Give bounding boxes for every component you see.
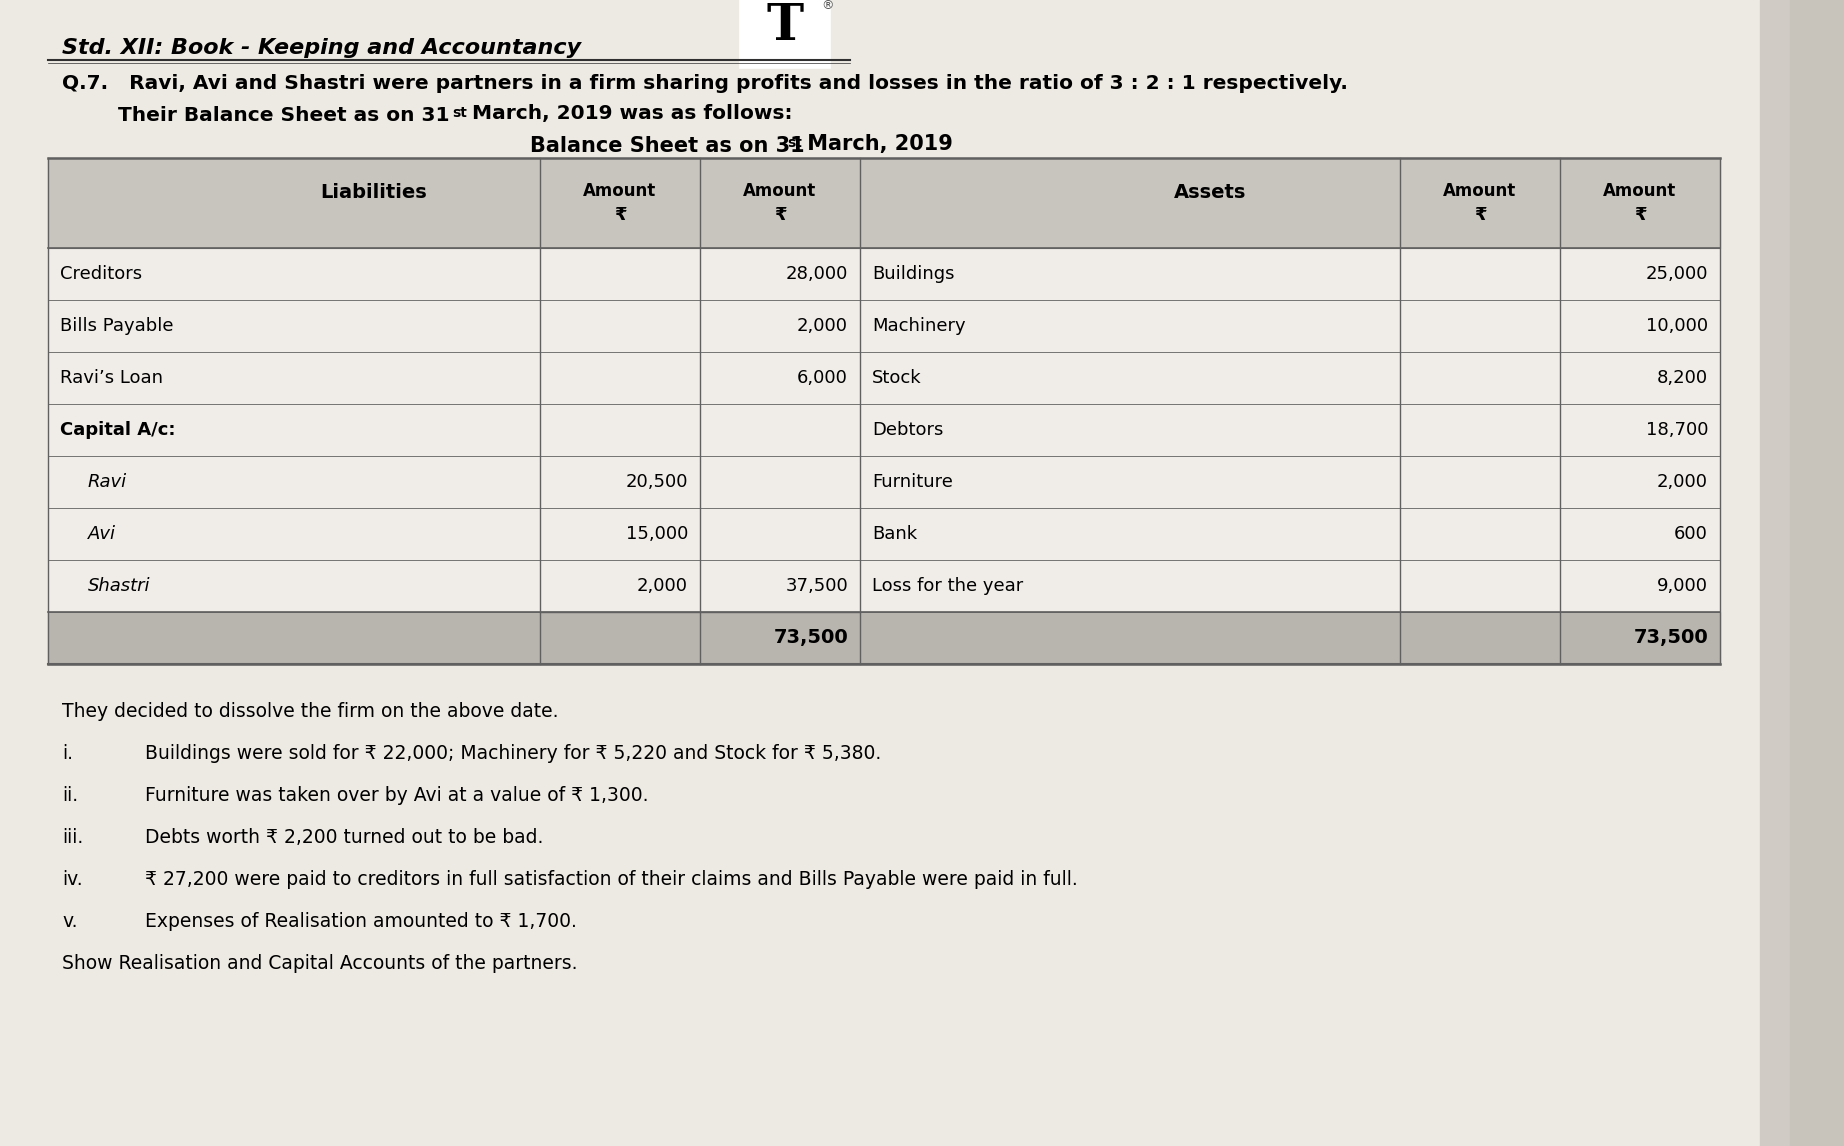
Text: iv.: iv. <box>63 870 83 889</box>
Text: 600: 600 <box>1674 525 1708 543</box>
Text: 73,500: 73,500 <box>773 628 848 647</box>
Text: Stock: Stock <box>872 369 922 387</box>
Bar <box>48 158 1720 248</box>
Text: Loss for the year: Loss for the year <box>872 576 1023 595</box>
Text: Amount: Amount <box>583 182 656 201</box>
Text: ®: ® <box>821 0 833 13</box>
Text: They decided to dissolve the firm on the above date.: They decided to dissolve the firm on the… <box>63 702 559 721</box>
Text: March, 2019: March, 2019 <box>800 134 953 154</box>
Text: 9,000: 9,000 <box>1658 576 1708 595</box>
Text: Show Realisation and Capital Accounts of the partners.: Show Realisation and Capital Accounts of… <box>63 953 577 973</box>
Text: 28,000: 28,000 <box>786 265 848 283</box>
Bar <box>1791 0 1844 1146</box>
Text: 2,000: 2,000 <box>636 576 688 595</box>
Text: 20,500: 20,500 <box>625 473 688 490</box>
Text: 6,000: 6,000 <box>797 369 848 387</box>
Text: Debtors: Debtors <box>872 421 944 439</box>
Text: 15,000: 15,000 <box>625 525 688 543</box>
Text: ₹: ₹ <box>614 206 627 223</box>
Bar <box>48 612 1720 664</box>
Bar <box>1759 0 1844 1146</box>
Text: 2,000: 2,000 <box>1658 473 1708 490</box>
Text: 8,200: 8,200 <box>1658 369 1708 387</box>
Text: Amount: Amount <box>1604 182 1676 201</box>
Text: Their Balance Sheet as on 31: Their Balance Sheet as on 31 <box>63 105 450 125</box>
Text: v.: v. <box>63 912 77 931</box>
Text: Amount: Amount <box>743 182 817 201</box>
Text: 25,000: 25,000 <box>1645 265 1708 283</box>
Text: Ravi: Ravi <box>89 473 127 490</box>
Text: 2,000: 2,000 <box>797 317 848 335</box>
Text: Amount: Amount <box>1444 182 1516 201</box>
Text: March, 2019 was as follows:: March, 2019 was as follows: <box>465 104 793 123</box>
Text: Shastri: Shastri <box>89 576 151 595</box>
Bar <box>739 0 830 68</box>
Text: Furniture: Furniture <box>872 473 953 490</box>
Text: Bank: Bank <box>872 525 916 543</box>
Text: Furniture was taken over by Avi at a value of ₹ 1,300.: Furniture was taken over by Avi at a val… <box>146 786 649 804</box>
Text: Buildings: Buildings <box>872 265 955 283</box>
Text: ₹: ₹ <box>1634 206 1647 223</box>
Text: Expenses of Realisation amounted to ₹ 1,700.: Expenses of Realisation amounted to ₹ 1,… <box>146 912 577 931</box>
Text: ii.: ii. <box>63 786 77 804</box>
Text: Assets: Assets <box>1175 183 1247 203</box>
Text: Q.7.   Ravi, Avi and Shastri were partners in a firm sharing profits and losses : Q.7. Ravi, Avi and Shastri were partners… <box>63 74 1348 93</box>
Text: Ravi’s Loan: Ravi’s Loan <box>61 369 162 387</box>
Text: Avi: Avi <box>89 525 116 543</box>
Text: Bills Payable: Bills Payable <box>61 317 173 335</box>
Text: ₹ 27,200 were paid to creditors in full satisfaction of their claims and Bills P: ₹ 27,200 were paid to creditors in full … <box>146 870 1077 889</box>
Text: 10,000: 10,000 <box>1647 317 1708 335</box>
Text: Balance Sheet as on 31: Balance Sheet as on 31 <box>529 136 804 156</box>
Text: st: st <box>787 136 802 150</box>
Text: 18,700: 18,700 <box>1645 421 1708 439</box>
Text: ₹: ₹ <box>774 206 786 223</box>
Text: Liabilities: Liabilities <box>321 183 428 203</box>
Text: Std. XII: Book - Keeping and Accountancy: Std. XII: Book - Keeping and Accountancy <box>63 38 581 58</box>
Text: i.: i. <box>63 744 74 763</box>
Text: Creditors: Creditors <box>61 265 142 283</box>
Text: 73,500: 73,500 <box>1634 628 1708 647</box>
Text: ₹: ₹ <box>1473 206 1486 223</box>
Text: 37,500: 37,500 <box>786 576 848 595</box>
Text: T: T <box>767 1 804 50</box>
Text: iii.: iii. <box>63 829 83 847</box>
Text: Debts worth ₹ 2,200 turned out to be bad.: Debts worth ₹ 2,200 turned out to be bad… <box>146 829 544 847</box>
Bar <box>48 248 1720 664</box>
Text: Buildings were sold for ₹ 22,000; Machinery for ₹ 5,220 and Stock for ₹ 5,380.: Buildings were sold for ₹ 22,000; Machin… <box>146 744 881 763</box>
Text: Machinery: Machinery <box>872 317 966 335</box>
Text: st: st <box>452 105 467 120</box>
Text: Capital A/c:: Capital A/c: <box>61 421 175 439</box>
